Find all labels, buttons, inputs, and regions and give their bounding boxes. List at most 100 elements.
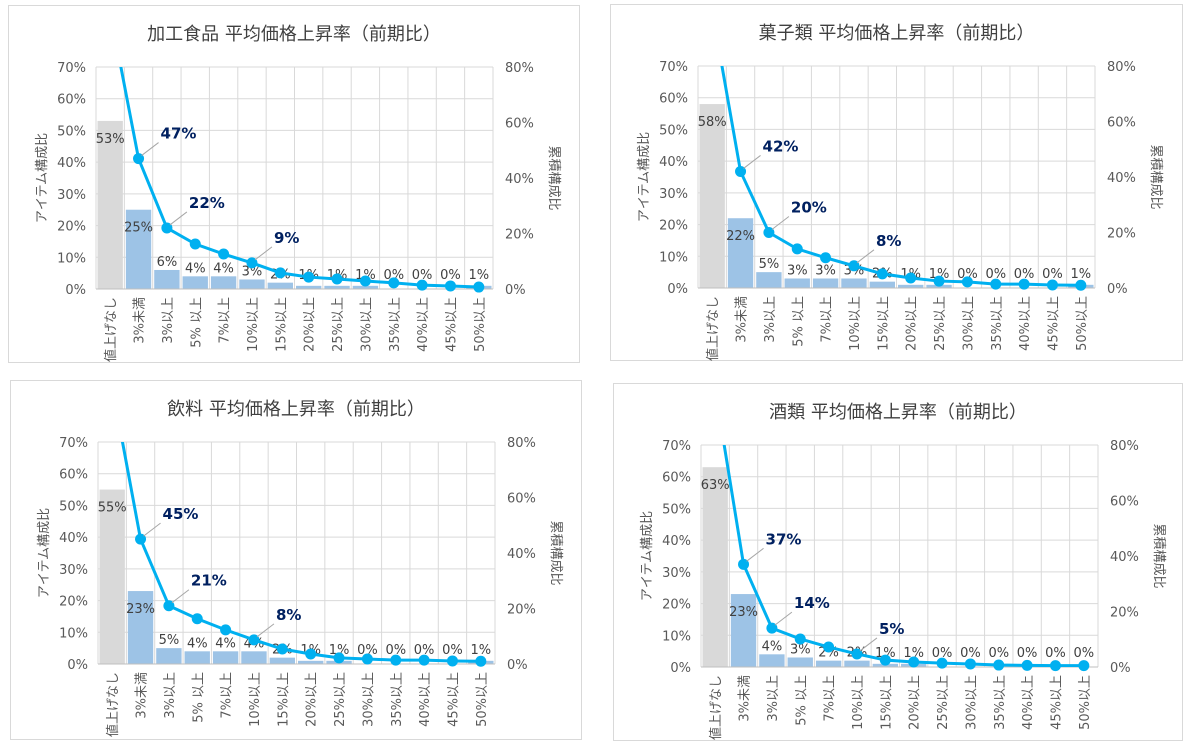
- bar: [99, 489, 125, 664]
- y-tick-label: 0%: [65, 283, 86, 298]
- bar: [125, 209, 152, 289]
- bar: [756, 272, 782, 288]
- y-tick-label: 0%: [670, 661, 691, 676]
- bar: [869, 281, 895, 288]
- x-tick-label: 25%以上: [333, 672, 348, 727]
- bar-label: 3%: [815, 263, 836, 278]
- cumulative-point: [794, 633, 806, 645]
- y-tick-label: 10%: [59, 626, 88, 641]
- leader-line: [856, 249, 875, 264]
- bar-label: 0%: [383, 268, 404, 283]
- x-tick-label: 3%以上: [163, 672, 178, 719]
- y-tick-label: 10%: [57, 251, 86, 266]
- cumulative-point: [993, 659, 1005, 671]
- bar: [182, 276, 208, 289]
- x-tick-label: 7%以上: [823, 675, 838, 722]
- y-axis-title: アイテム構成比: [35, 133, 50, 223]
- x-tick-label: 35%以上: [390, 672, 405, 727]
- chart-confectionery: 菓子類 平均価格上昇率（前期比） 0% 10% 20% 30% 40% 50% 60% 70%…: [610, 4, 1183, 361]
- bar-label: 0%: [1017, 646, 1038, 661]
- cumulative-point: [191, 613, 203, 625]
- cumulative-point: [1078, 660, 1090, 672]
- bar-label: 0%: [985, 267, 1006, 282]
- x-tick-label: 10%以上: [248, 672, 263, 727]
- bar-label: 1%: [929, 267, 950, 282]
- cumulative-point: [851, 648, 863, 660]
- line-data-label: 5%: [879, 620, 904, 638]
- y-tick-label: 20%: [59, 595, 88, 610]
- bar-label: 0%: [957, 267, 978, 282]
- cumulative-point: [135, 533, 147, 545]
- x-tick-label: 25%以上: [933, 296, 948, 351]
- cumulative-point: [964, 658, 976, 670]
- line-data-label: 9%: [274, 229, 299, 247]
- bar: [239, 279, 265, 289]
- bar-label: 0%: [385, 643, 406, 658]
- cumulative-point: [1018, 278, 1030, 290]
- cumulative-point: [791, 243, 803, 255]
- bar: [210, 276, 237, 289]
- cumulative-point: [848, 260, 860, 272]
- cumulative-point: [390, 654, 402, 666]
- cumulative-point: [359, 275, 371, 287]
- x-tick-label: 5% 以上: [191, 672, 206, 723]
- bar-label: 4%: [215, 636, 236, 651]
- cumulative-point: [246, 257, 258, 269]
- x-tick-label: 3%未満: [133, 297, 148, 344]
- bar: [352, 285, 379, 289]
- y-tick-label: 0%: [667, 282, 688, 297]
- y-tick-label: 60%: [659, 92, 688, 107]
- cumulative-point: [189, 238, 201, 250]
- y2-tick-label: 80%: [1110, 439, 1139, 454]
- x-tick-label: 3%以上: [161, 297, 176, 344]
- y2-tick-label: 80%: [507, 436, 536, 451]
- cumulative-point: [1049, 660, 1061, 672]
- bar: [815, 660, 842, 667]
- cumulative-point: [1021, 659, 1033, 671]
- y-axis-title: アイテム構成比: [637, 132, 652, 222]
- x-tick-label: 3%未満: [738, 675, 753, 722]
- x-tick-label: 45%以上: [1046, 296, 1061, 351]
- y-tick-label: 70%: [659, 60, 688, 75]
- x-tick-label: 20%以上: [908, 675, 923, 730]
- bar: [898, 284, 924, 288]
- bar: [812, 278, 839, 288]
- leader-line: [254, 246, 273, 261]
- cumulative-point: [876, 268, 888, 280]
- y2-tick-label: 0%: [505, 283, 526, 298]
- line-data-label: 42%: [763, 137, 799, 155]
- y2-tick-label: 20%: [505, 228, 534, 243]
- bar: [784, 278, 810, 288]
- x-tick-label: 40%以上: [416, 297, 431, 352]
- x-tick-label: 50%以上: [1078, 675, 1093, 730]
- x-tick-label: 50%以上: [473, 297, 488, 352]
- y-tick-label: 50%: [662, 502, 691, 517]
- bar-label: 4%: [213, 261, 234, 276]
- bar: [156, 648, 182, 664]
- bar: [212, 651, 239, 664]
- bar: [241, 651, 267, 664]
- leader-line: [743, 155, 761, 169]
- x-tick-label: 3%未満: [735, 296, 750, 343]
- y-tick-label: 70%: [59, 436, 88, 451]
- bar: [844, 660, 870, 667]
- cumulative-point: [879, 654, 891, 666]
- x-tick-label: 40%以上: [1018, 296, 1033, 351]
- bar-label: 0%: [1045, 646, 1066, 661]
- x-tick-label: 10%以上: [851, 675, 866, 730]
- x-tick-label: 30%以上: [359, 297, 374, 352]
- leader-line: [256, 623, 275, 638]
- y2-tick-label: 0%: [507, 658, 528, 673]
- x-tick-label: 20%以上: [305, 672, 320, 727]
- cumulative-point: [444, 280, 456, 292]
- bar-label: 0%: [1014, 267, 1035, 282]
- y-tick-label: 20%: [662, 598, 691, 613]
- line-data-label: 22%: [189, 194, 225, 212]
- y-tick-label: 40%: [659, 155, 688, 170]
- bar-label: 4%: [762, 639, 783, 654]
- x-tick-label: 20%以上: [303, 297, 318, 352]
- bar-label: 1%: [329, 643, 350, 658]
- x-tick-label: 5% 以上: [794, 675, 809, 726]
- y-tick-label: 20%: [659, 219, 688, 234]
- y2-tick-label: 80%: [505, 61, 534, 76]
